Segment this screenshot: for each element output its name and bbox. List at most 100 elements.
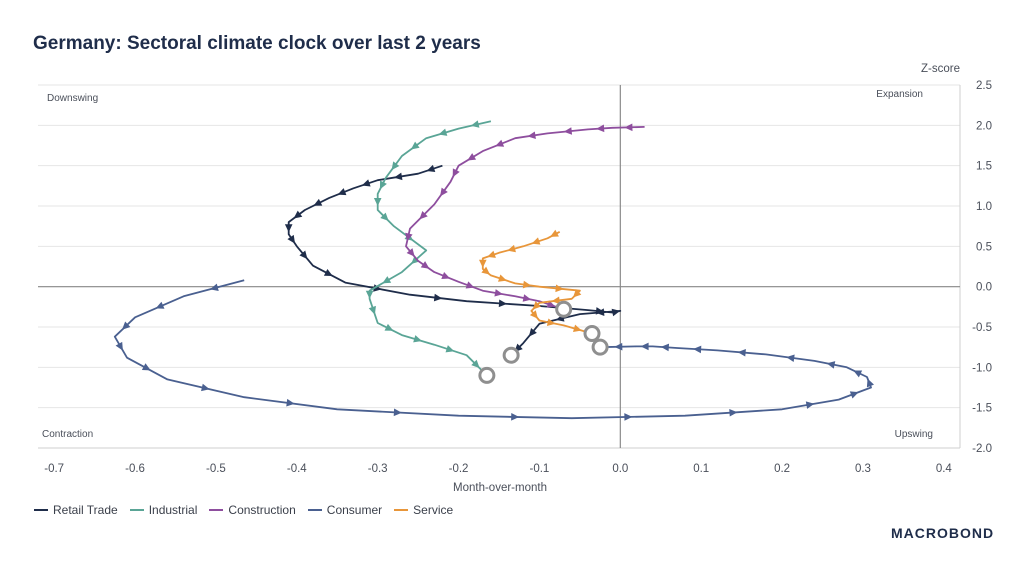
y-tick-label: 2.5 — [976, 80, 992, 92]
direction-arrow — [522, 280, 532, 289]
direction-arrow — [546, 318, 556, 326]
x-tick-label: -0.2 — [449, 463, 469, 475]
legend-swatch — [307, 508, 322, 512]
legend-item-consumer: Consumer — [307, 503, 383, 517]
direction-arrow — [498, 299, 507, 308]
end-point-marker — [555, 300, 573, 318]
direction-arrow — [201, 383, 210, 392]
macrobond-logo: MACROBOND — [891, 525, 995, 541]
x-tick-label: -0.7 — [44, 463, 64, 475]
direction-arrow — [210, 283, 219, 291]
quadrant-label-downswing: Downswing — [47, 93, 98, 104]
x-tick-label: 0.1 — [693, 463, 709, 475]
direction-arrow — [467, 153, 477, 161]
direction-arrow — [426, 164, 436, 173]
direction-arrow — [313, 198, 323, 206]
direction-arrow — [438, 128, 448, 136]
end-point-marker — [583, 324, 601, 342]
quadrant-label-contraction: Contraction — [42, 429, 93, 440]
grid-lines — [38, 84, 960, 449]
direction-arrow — [531, 237, 541, 245]
direction-arrow — [452, 168, 460, 178]
legend-label: Consumer — [326, 503, 383, 517]
direction-arrow — [411, 255, 420, 264]
direction-arrow — [406, 248, 415, 257]
direction-arrow — [365, 290, 374, 299]
legend-swatch — [394, 508, 409, 512]
direction-arrow — [853, 370, 863, 378]
direction-arrow — [527, 131, 536, 139]
direction-arrow — [405, 232, 413, 242]
legend-label: Retail Trade — [53, 503, 118, 517]
direction-arrow — [141, 363, 151, 371]
end-point-marker — [478, 366, 496, 384]
direction-arrow — [494, 289, 503, 297]
legend-swatch — [34, 508, 48, 512]
direction-arrow — [660, 343, 670, 352]
quadrant-label-upswing: Upswing — [895, 429, 933, 440]
direction-arrow — [551, 296, 561, 305]
end-point-marker — [591, 338, 609, 356]
direction-arrow — [786, 354, 795, 362]
direction-arrow — [481, 266, 491, 275]
direction-arrow — [337, 188, 347, 196]
direction-arrow — [379, 180, 387, 190]
direction-arrow — [393, 172, 403, 181]
legend-item-service: Service — [394, 503, 453, 517]
direction-arrow — [391, 161, 400, 171]
direction-arrow — [737, 348, 746, 357]
direction-arrow — [805, 401, 815, 409]
x-tick-label: 0.4 — [936, 463, 953, 475]
y-tick-label: -0.5 — [972, 322, 992, 334]
direction-arrow — [286, 398, 295, 407]
direction-arrow — [596, 124, 605, 133]
direction-arrow — [393, 408, 402, 417]
y-tick-label: 1.0 — [976, 201, 992, 213]
direction-arrow — [284, 224, 293, 233]
direction-arrow — [287, 234, 296, 244]
direction-arrow — [614, 342, 623, 351]
direction-arrow — [511, 413, 520, 421]
direction-arrow — [420, 261, 430, 269]
x-tick-label: 0.3 — [855, 463, 871, 475]
direction-arrow — [563, 127, 573, 135]
x-tick-label: -0.4 — [287, 463, 307, 475]
direction-arrow — [471, 359, 480, 369]
direction-arrow — [155, 301, 165, 309]
axes — [38, 85, 961, 449]
x-tick-labels: -0.7 -0.6 -0.5 -0.4 -0.3 -0.2 -0.1 0.0 0.1 0.2 0.3… — [44, 463, 952, 475]
y-tick-label: 1.5 — [976, 161, 992, 173]
direction-arrow — [293, 210, 303, 219]
direction-arrow — [122, 321, 131, 330]
direction-arrow — [478, 259, 487, 268]
legend-label: Construction — [228, 503, 296, 517]
direction-arrow — [498, 274, 507, 282]
direction-arrow — [440, 187, 448, 197]
direction-arrow — [693, 345, 702, 354]
end-markers — [478, 300, 609, 384]
series-lines — [113, 120, 874, 421]
direction-arrow — [441, 271, 451, 280]
x-tick-label: -0.6 — [125, 463, 145, 475]
direction-arrow — [528, 327, 537, 337]
y-tick-label: -1.0 — [972, 362, 992, 374]
quadrant-label-expansion: Expansion — [876, 89, 923, 100]
direction-arrow — [384, 323, 394, 331]
y-axis-label: Z-score — [921, 63, 960, 75]
legend-item-construction: Construction — [209, 503, 296, 517]
direction-arrow — [323, 268, 333, 277]
direction-arrow — [866, 378, 874, 388]
direction-arrow — [368, 305, 376, 315]
direction-arrow — [299, 250, 308, 260]
y-tick-label: -1.5 — [972, 403, 992, 415]
y-tick-label: 0.5 — [976, 241, 992, 253]
direction-arrow — [373, 198, 382, 206]
direction-arrow — [729, 408, 738, 417]
direction-arrow — [849, 391, 859, 399]
direction-arrow — [361, 179, 371, 187]
series-line-retail-trade — [287, 164, 622, 356]
direction-arrow — [445, 345, 455, 353]
direction-arrow — [624, 413, 633, 421]
x-tick-label: -0.5 — [206, 463, 226, 475]
